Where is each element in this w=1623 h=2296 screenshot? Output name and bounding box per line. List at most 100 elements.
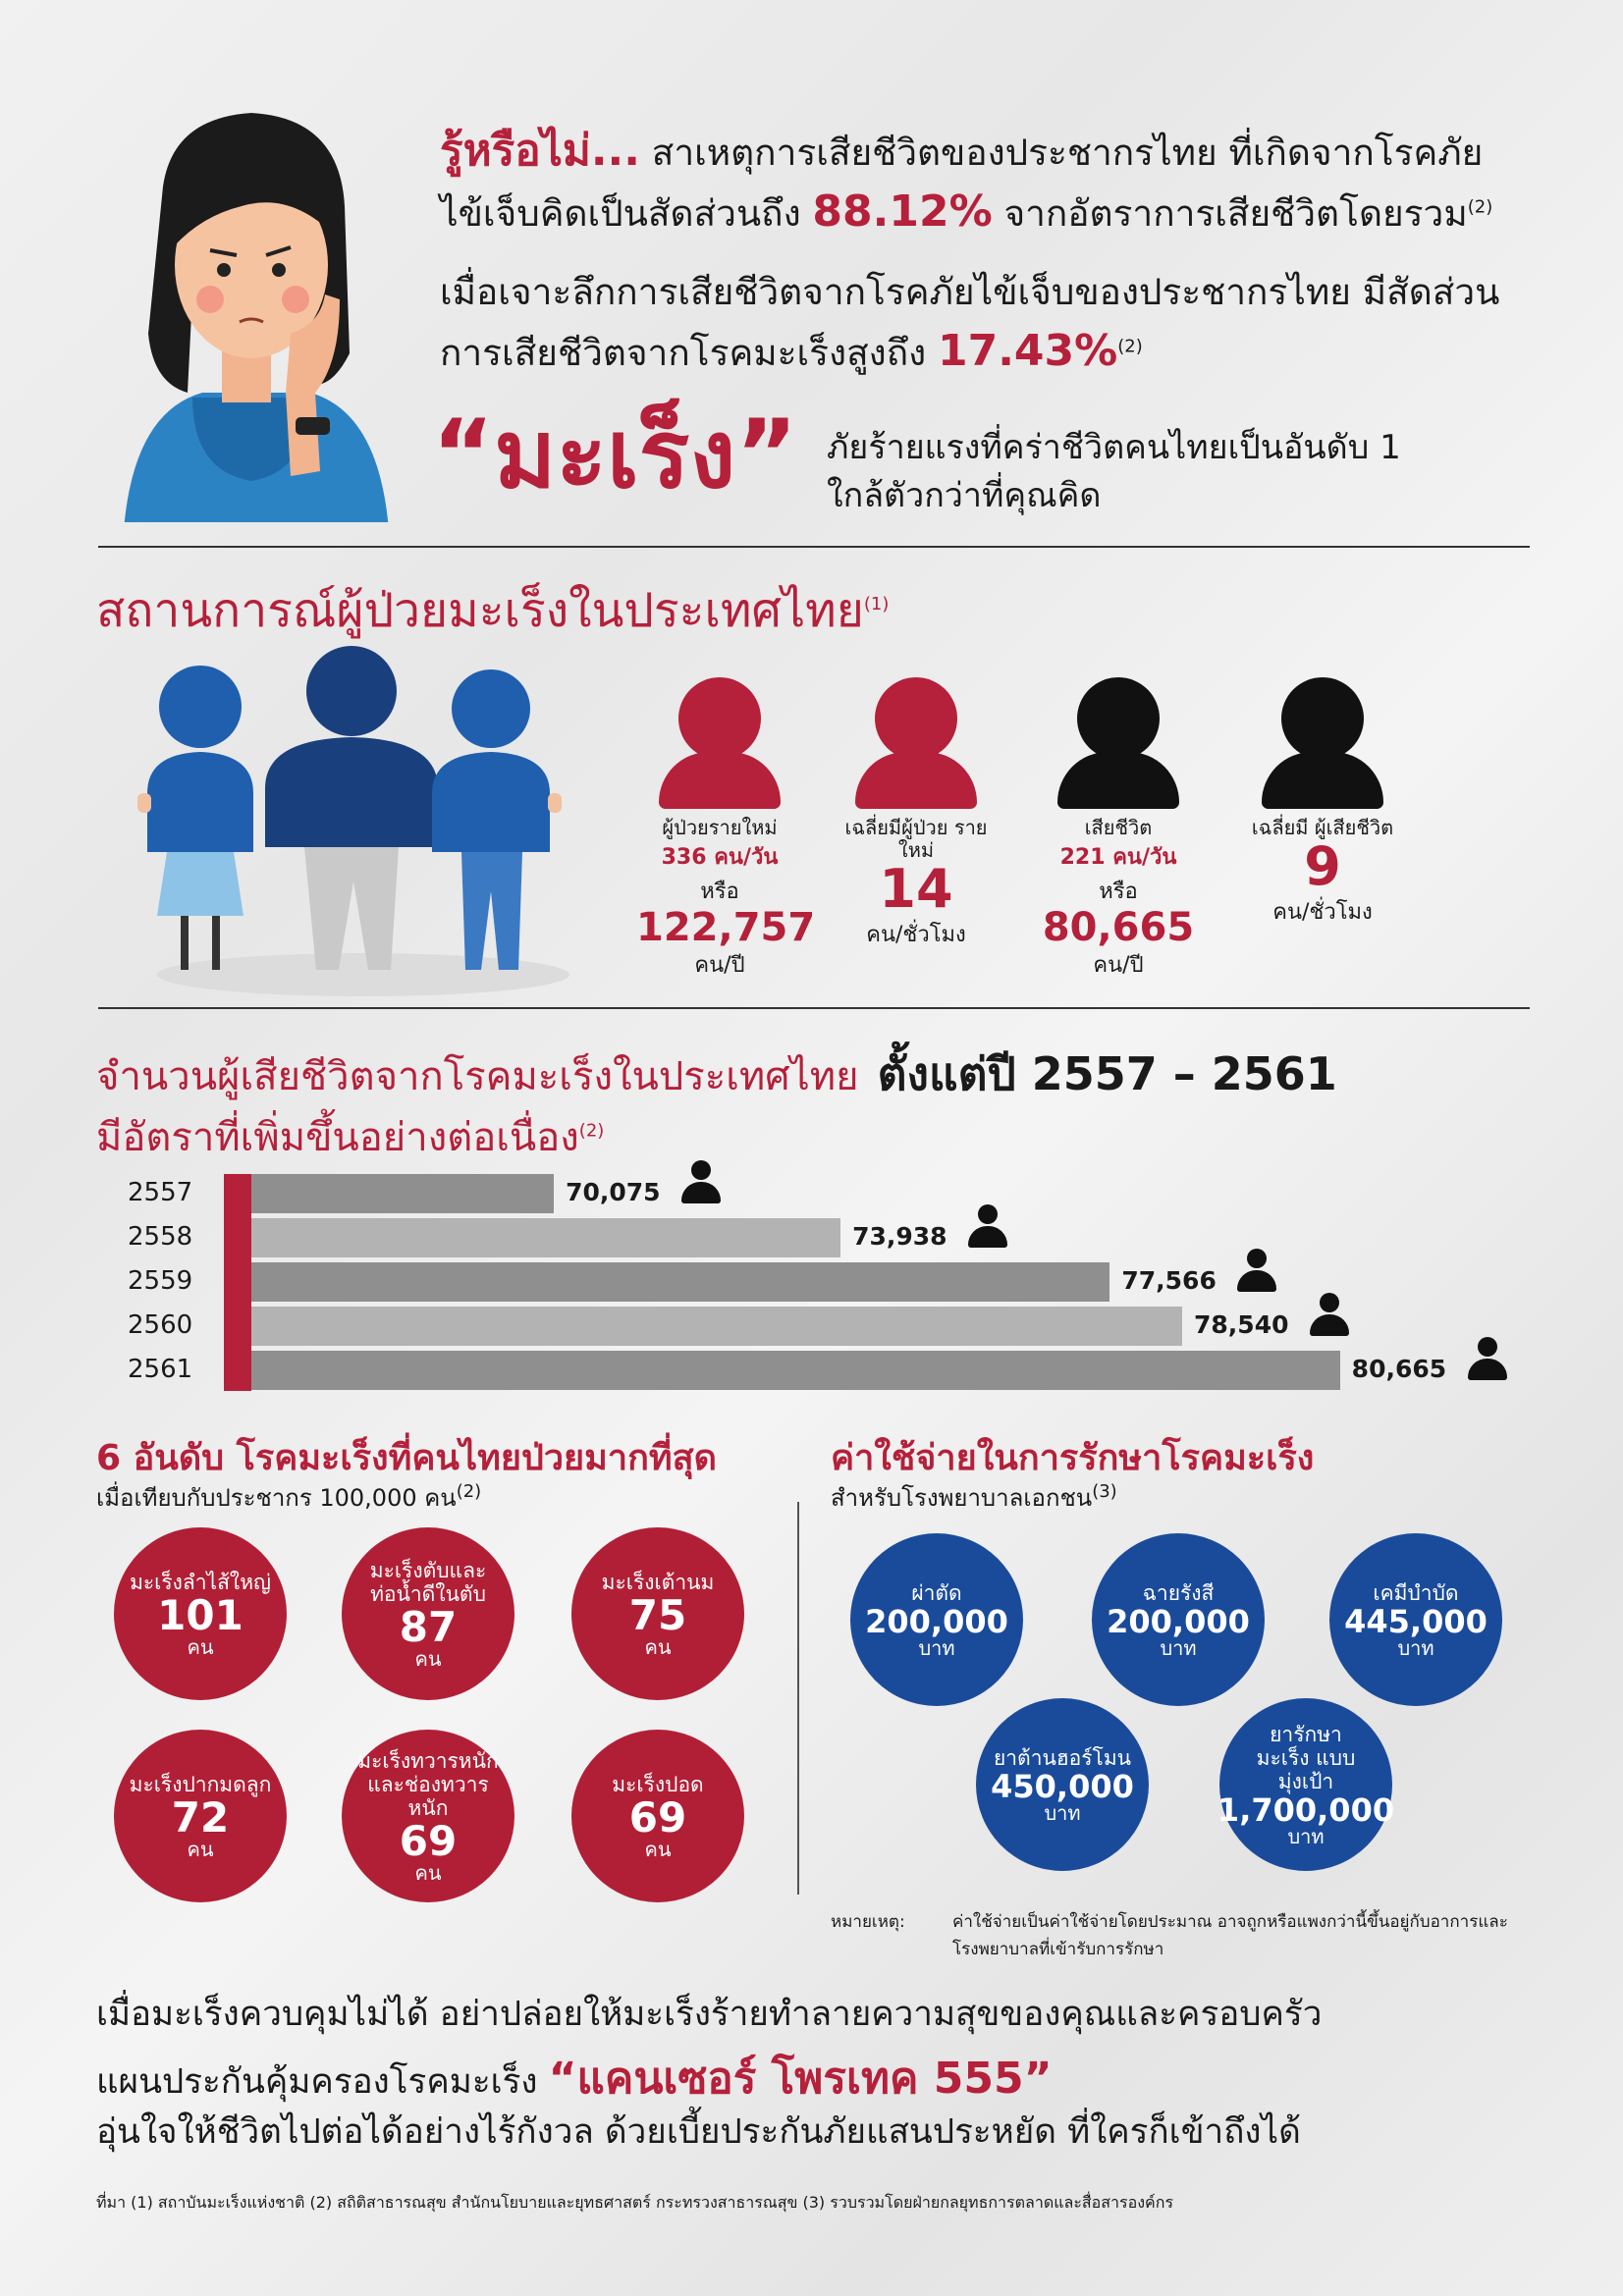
intro-line1-rest: สาเหตุการเสียชีวิตของประชากรไทย ที่เกิดจ… [651,132,1484,174]
stat-unit: คน/ปี [1093,953,1144,978]
stat-label: เฉลี่ยมี ผู้เสียชีวิต [1251,816,1394,839]
top6-subtitle: เมื่อเทียบกับประชากร 100,000 คน(2) [96,1478,481,1517]
deaths-subtitle-text: มีอัตราที่เพิ่มขึ้นอย่างต่อเนื่อง [96,1115,579,1160]
circle-unit: บาท [1160,1636,1197,1660]
chart-bar [251,1307,1183,1346]
stat-label: เสียชีวิต [1084,816,1153,839]
stat-unit: คน/ชั่วโมง [1272,900,1373,925]
stat-or: หรือ [1099,880,1138,904]
chart-value-label: 73,938 [852,1222,947,1251]
cancer-circle-colon: มะเร็งลำไส้ใหญ่ 101 คน [114,1527,287,1700]
person-icon [875,677,957,760]
chart-value-label: 80,665 [1351,1355,1447,1383]
chart-year-label: 2561 [128,1355,193,1384]
chart-accent-bar [224,1174,251,1391]
circle-num: 445,000 [1344,1603,1488,1640]
cancer-circle-rectal: มะเร็งทวารหนัก และช่องทวารหนัก 69 คน [342,1730,514,1902]
ref-mark: (2) [456,1481,482,1502]
cost-note-label: หมายเหตุ: [831,1912,905,1932]
circle-unit: บาท [918,1636,955,1660]
cost-circle-radiation: ฉายรังสี 200,000 บาท [1092,1533,1265,1706]
circle-name: มะเร็งปากมดลูก [129,1773,272,1796]
cost-circle-hormone: ยาต้านฮอร์โมน 450,000 บาท [976,1698,1149,1871]
deaths-title-pre: จำนวนผู้เสียชีวิตจากโรคมะเร็งในประเทศไทย [96,1054,859,1099]
cost-circle-targeted: ยารักษามะเร็ง แบบมุ่งเป้า 1,700,000 บาท [1217,1698,1395,1871]
intro-line2-pre: ไข้เจ็บคิดเป็นสัดส่วนถึง [440,192,801,235]
deaths-subtitle: มีอัตราที่เพิ่มขึ้นอย่างต่อเนื่อง(2) [96,1105,604,1168]
closing-line2-pre: แผนประกันคุ้มครองโรคมะเร็ง [96,2062,538,2102]
person-icon [1281,677,1364,760]
chart-value-label: 77,566 [1121,1266,1217,1295]
person-icon-body [659,752,781,809]
cancer-desc-1: ภัยร้ายแรงที่คร่าชีวิตคนไทยเป็นอันดับ 1 [827,428,1401,467]
ref-mark: (2) [578,1120,605,1142]
circle-name: มะเร็งลำไส้ใหญ่ [130,1571,271,1594]
cancer-circle-cervical: มะเร็งปากมดลูก 72 คน [114,1730,287,1902]
intro-line-1: รู้หรือไม่... สาเหตุการเสียชีวิตของประชา… [440,116,1483,185]
circle-unit: บาท [1287,1825,1325,1848]
situation-title: สถานการณ์ผู้ป่วยมะเร็งในประเทศไทย(1) [96,573,889,648]
circle-unit: บาท [1397,1636,1434,1660]
ref-mark: (3) [1092,1481,1117,1502]
intro-line-3: เมื่อเจาะลึกการเสียชีวิตจากโรคภัยไข้เจ็บ… [440,271,1500,313]
chart-year-label: 2558 [128,1222,193,1252]
intro-pct-88: 88.12% [812,187,993,237]
intro-lead: รู้หรือไม่... [440,126,640,176]
cost-title: ค่าใช้จ่ายในการรักษาโรคมะเร็ง [831,1438,1315,1478]
person-icon [1310,1293,1350,1336]
circle-num: 200,000 [865,1603,1008,1640]
circle-num: 200,000 [1107,1603,1250,1640]
circle-name: มะเร็งปอด [612,1773,704,1796]
person-icon [681,1160,722,1203]
circle-num: 69 [628,1793,687,1842]
intro-line-2: ไข้เจ็บคิดเป็นสัดส่วนถึง 88.12% จากอัตรา… [440,185,1492,242]
stat-new-per-hour: เฉลี่ยมีผู้ป่วย รายใหม่ 14 คน/ชั่วโมง [833,677,1000,951]
circle-unit: คน [644,1635,672,1659]
divider [98,1007,1530,1009]
circle-unit: คน [414,1647,442,1671]
chart-value-label: 70,075 [566,1178,661,1206]
deaths-title-bold: ตั้งแต่ปี 2557 – 2561 [877,1047,1337,1100]
ref-mark: (2) [1467,196,1493,218]
circle-name: ยารักษามะเร็ง แบบมุ่งเป้า [1256,1723,1356,1793]
people-group-illustration [137,646,589,999]
cost-subtitle-text: สำหรับโรงพยาบาลเอกชน [831,1484,1093,1512]
stat-deaths: เสียชีวิต 221 คน/วัน หรือ 80,665 คน/ปี [1035,677,1202,982]
cost-note-text-2: โรงพยาบาลที่เข้ารับการรักษา [952,1940,1164,1959]
circle-num: 1,700,000 [1217,1791,1395,1829]
intro-pct-17: 17.43% [937,326,1118,376]
chart-year-label: 2557 [128,1178,193,1207]
cost-circle-chemo: เคมีบำบัด 445,000 บาท [1329,1533,1502,1706]
circle-name: ฉายรังสี [1142,1581,1215,1605]
closing-line-3: อุ่นใจให้ชีวิตไปต่อได้อย่างไร้กังวล ด้วย… [96,2112,1301,2152]
chart-year-label: 2560 [128,1310,193,1340]
stat-unit: คน/ปี [694,953,745,978]
circle-name: ผ่าตัด [911,1581,962,1605]
circle-num: 69 [399,1817,458,1865]
chart-bar [251,1218,841,1257]
chart-bar [251,1174,555,1213]
person-icon-body [1057,752,1179,809]
ref-mark: (2) [1117,336,1143,357]
cost-circle-surgery: ผ่าตัด 200,000 บาท [850,1533,1023,1706]
chart-year-label: 2559 [128,1266,193,1296]
cancer-circle-liver: มะเร็งตับและ ท่อน้ำดีในตับ 87 คน [342,1527,514,1700]
circle-num: 87 [399,1603,458,1651]
cancer-word: “มะเร็ง” [432,400,798,509]
person-icon [1467,1337,1507,1380]
stat-big: 122,757 [636,905,816,950]
circle-name: มะเร็งทวารหนัก และช่องทวารหนัก [357,1749,499,1820]
intro-line-4: การเสียชีวิตจากโรคมะเร็งสูงถึง 17.43%(2) [440,324,1143,382]
stat-new-patients: ผู้ป่วยรายใหม่ 336 คน/วัน หรือ 122,757 ค… [636,677,816,982]
person-icon [678,677,761,760]
stat-label: ผู้ป่วยรายใหม่ [662,816,778,839]
circle-unit: คน [644,1838,672,1861]
intro-line4-pre: การเสียชีวิตจากโรคมะเร็งสูงถึง [440,332,927,374]
stat-big: 14 [879,858,953,920]
product-name: “แคนเซอร์ โพรเทค 555” [548,2054,1053,2104]
circle-name: มะเร็งเต้านม [601,1571,715,1594]
circle-name: ยาต้านฮอร์โมน [993,1746,1132,1770]
chart-bar [251,1351,1340,1390]
stat-label: เฉลี่ยมีผู้ป่วย รายใหม่ [844,816,988,862]
circle-num: 101 [157,1591,243,1639]
